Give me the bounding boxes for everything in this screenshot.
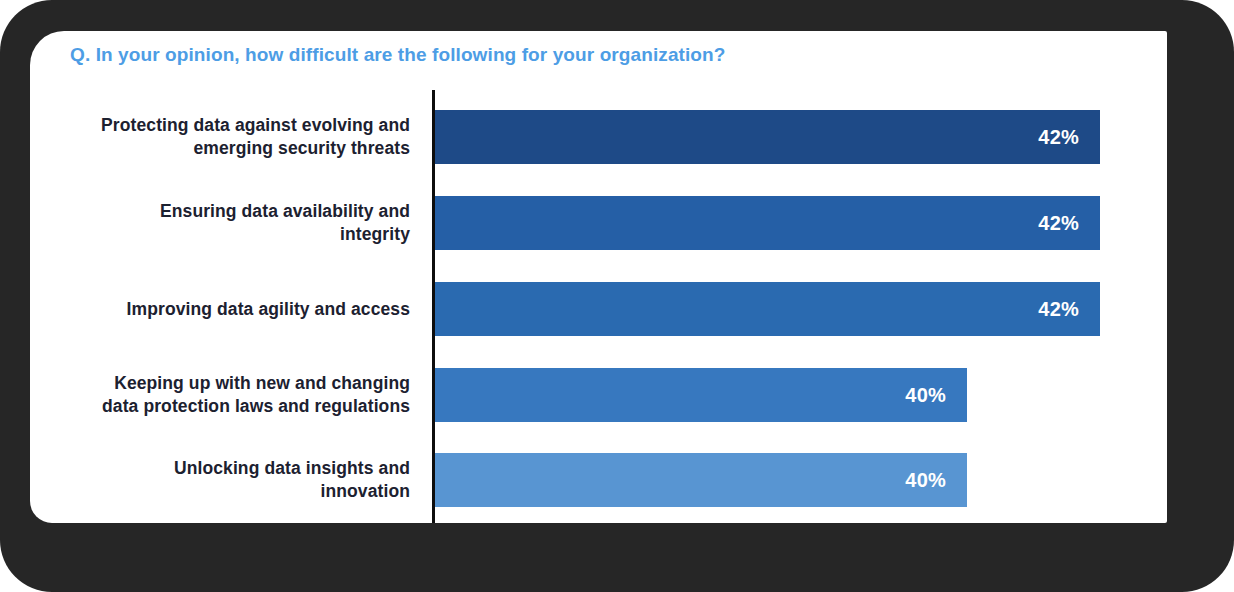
bar: 40%: [435, 453, 967, 507]
chart-row: Ensuring data availability andintegrity 4…: [30, 196, 1167, 250]
bar: 42%: [435, 110, 1100, 164]
chart-panel: Q. In your opinion, how difficult are th…: [30, 31, 1167, 523]
bar: 40%: [435, 368, 967, 422]
bar: 42%: [435, 282, 1100, 336]
category-label: Ensuring data availability andintegrity: [40, 196, 410, 250]
category-label: Keeping up with new and changingdata pro…: [40, 368, 410, 422]
bar: 42%: [435, 196, 1100, 250]
category-label: Unlocking data insights andinnovation: [40, 453, 410, 507]
chart-row: Protecting data against evolving andemer…: [30, 110, 1167, 164]
bar-value-label: 40%: [905, 469, 967, 492]
bar-value-label: 42%: [1038, 212, 1100, 235]
category-label: Improving data agility and access: [40, 282, 410, 336]
chart-row: Improving data agility and access 42%: [30, 282, 1167, 336]
bar-chart: Protecting data against evolving andemer…: [30, 31, 1167, 523]
bar-value-label: 40%: [905, 384, 967, 407]
screenshot-frame: Q. In your opinion, how difficult are th…: [0, 0, 1234, 592]
chart-row: Keeping up with new and changingdata pro…: [30, 368, 1167, 422]
bar-value-label: 42%: [1038, 298, 1100, 321]
category-label: Protecting data against evolving andemer…: [40, 110, 410, 164]
chart-row: Unlocking data insights andinnovation 40%: [30, 453, 1167, 507]
bar-value-label: 42%: [1038, 126, 1100, 149]
